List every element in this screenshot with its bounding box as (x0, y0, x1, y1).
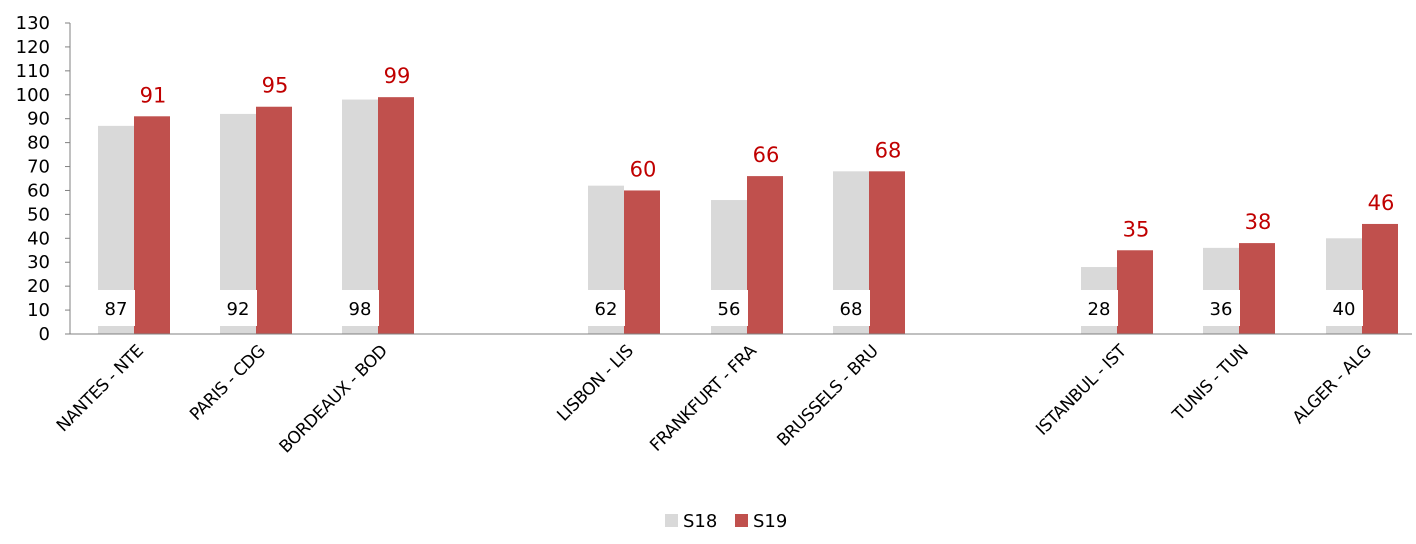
s19-data-label: 46 (1368, 191, 1395, 215)
s19-data-label: 38 (1245, 210, 1272, 234)
bar-s19 (624, 190, 660, 334)
bar-s19 (256, 107, 292, 334)
s18-data-label: 87 (105, 299, 128, 320)
bar-s19 (747, 176, 783, 334)
s19-data-label: 35 (1123, 217, 1150, 241)
bar-s19 (1362, 224, 1398, 334)
x-category-label: TUNIS - TUN (1168, 341, 1252, 425)
s18-data-label: 92 (227, 299, 250, 320)
s19-data-label: 60 (630, 157, 657, 181)
y-tick-label: 80 (27, 133, 50, 154)
bar-s19 (869, 171, 905, 334)
s18-data-label: 36 (1210, 299, 1233, 320)
y-tick-label: 90 (27, 109, 50, 130)
y-tick-label: 60 (27, 180, 50, 201)
y-tick-label: 40 (27, 228, 50, 249)
x-category-label: ISTANBUL - IST (1032, 341, 1131, 440)
s19-data-label: 66 (753, 143, 780, 167)
legend: S18 S19 (665, 511, 787, 532)
x-axis: NANTES - NTE PARIS - CDG BORDEAUX - BOD LIS… (53, 334, 1412, 457)
legend-label-s19: S19 (753, 511, 787, 532)
x-category-label: BRUSSELS - BRU (773, 341, 882, 450)
s18-data-label: 40 (1333, 299, 1356, 320)
legend-swatch-s19 (735, 514, 748, 527)
s18-data-label: 56 (718, 299, 741, 320)
y-tick-label: 130 (16, 13, 50, 34)
legend-label-s18: S18 (683, 511, 717, 532)
y-tick-label: 100 (16, 85, 50, 106)
bar-s19 (134, 116, 170, 334)
s19-data-label: 91 (140, 83, 167, 107)
y-tick-label: 50 (27, 204, 50, 225)
x-category-label: FRANKFURT - FRA (646, 341, 761, 456)
y-tick-label: 10 (27, 300, 50, 321)
s18-data-label: 98 (349, 299, 372, 320)
s19-data-label: 99 (384, 64, 411, 88)
bar-s19 (1117, 250, 1153, 334)
legend-swatch-s18 (665, 514, 678, 527)
y-tick-label: 120 (16, 37, 50, 58)
s19-data-label: 95 (262, 74, 289, 98)
y-tick-label: 30 (27, 252, 50, 273)
x-category-label: NANTES - NTE (53, 341, 148, 436)
y-tick-label: 70 (27, 157, 50, 178)
y-tick-label: 0 (39, 324, 50, 345)
y-tick-label: 20 (27, 276, 50, 297)
x-category-label: BORDEAUX - BOD (276, 341, 392, 457)
s18-data-label: 28 (1088, 299, 1111, 320)
s19-data-label: 68 (875, 138, 902, 162)
x-category-label: ALGER - ALG (1289, 341, 1376, 428)
y-tick-label: 110 (16, 61, 50, 82)
bar-s19 (378, 97, 414, 334)
bar-s19 (1239, 243, 1275, 334)
s18-data-label: 62 (595, 299, 618, 320)
s18-data-label: 68 (840, 299, 863, 320)
x-category-label: LISBON - LIS (553, 341, 637, 425)
x-category-label: PARIS - CDG (186, 341, 269, 424)
